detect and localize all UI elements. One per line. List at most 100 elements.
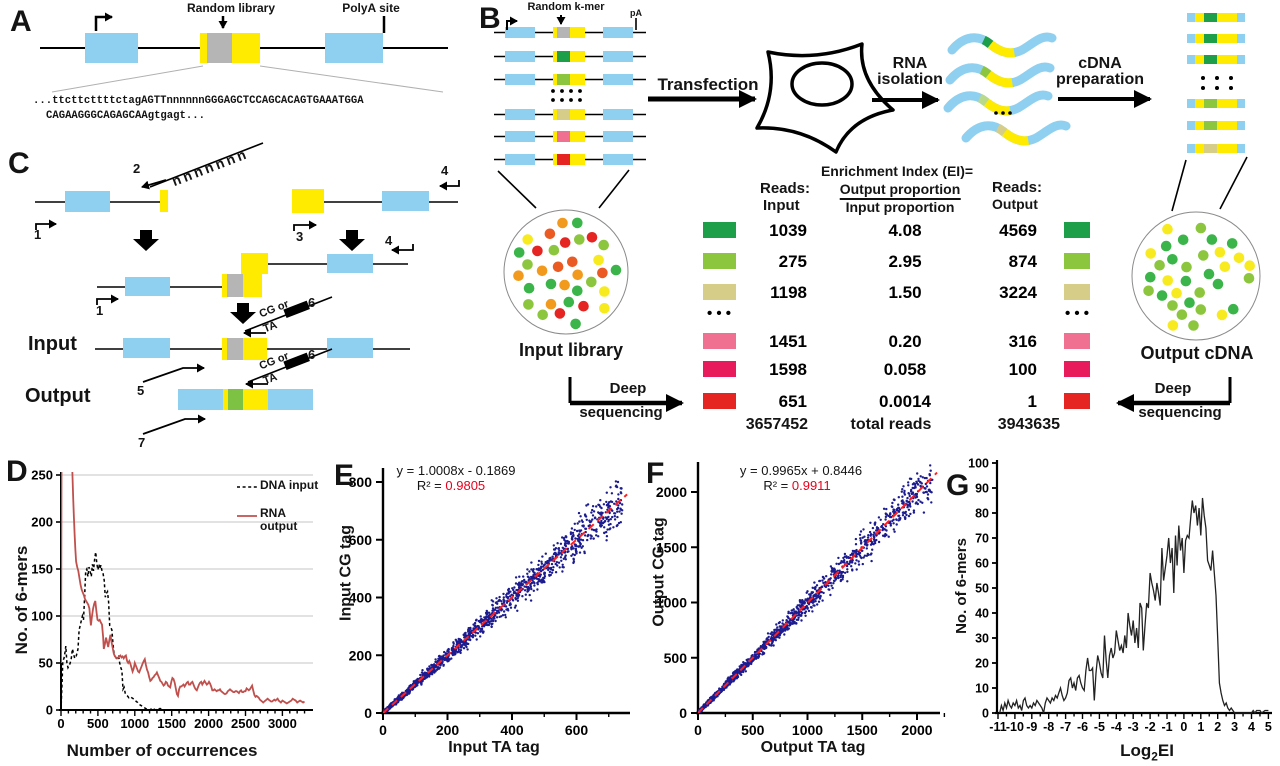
primer-6b-label: 6 (308, 347, 316, 362)
chart-f-r2: R² = 0.9911 (763, 479, 830, 493)
ei-value: 4.08 (888, 221, 921, 240)
input-library-label: Input library (518, 340, 624, 360)
reads-output-value: 874 (1009, 252, 1038, 271)
tick-label: 2000 (901, 722, 932, 738)
ei-header: Enrichment Index (EI)= (820, 163, 974, 179)
kmer-swatch-output-icon (1064, 333, 1090, 349)
ei-fraction-denominator: Input proportion (845, 199, 955, 215)
tick-label: -9 (1026, 720, 1037, 734)
tick-label: 1 (1197, 720, 1204, 734)
reads-output-value: 4569 (999, 221, 1037, 240)
chart-e-r2-prefix: R² = (416, 478, 446, 493)
tick-label: 70 (975, 532, 989, 546)
chart-f-xlabel: Output TA tag (760, 739, 866, 756)
tick-label: 2500 (231, 716, 260, 731)
tick-label: 3 (1231, 720, 1238, 734)
primer-6-label: 6 (308, 295, 316, 310)
kmer-swatch-output-icon (1064, 253, 1090, 269)
ei-fraction-numerator: Output proportion (839, 182, 961, 200)
tick-label: 1000 (120, 716, 149, 731)
tick-label: 500 (741, 722, 765, 738)
ei-value: 0.20 (888, 332, 921, 351)
primer-4b-label: 4 (385, 233, 393, 248)
legend-rna-output-2: output (260, 519, 298, 533)
primer-1b-icon (96, 294, 119, 305)
kmer-swatch-input-icon (703, 333, 736, 349)
tick-label: 0 (1180, 720, 1187, 734)
tick-label: 20 (975, 657, 989, 671)
tick-label: 0 (679, 705, 687, 721)
transfection-label: Transfection (657, 75, 759, 94)
trend-line (383, 493, 628, 713)
sequence-line-1: ...ttcttcttttctagAGTTnnnnnnGGGAGCTCCAGCA… (33, 95, 364, 107)
rna-isolation-label-2: isolation (877, 71, 943, 88)
tick-label: -5 (1094, 720, 1105, 734)
panel-letter-e: E (334, 459, 355, 492)
primer-4-label: 4 (441, 163, 449, 178)
primer-2-label: 2 (133, 161, 141, 176)
legend-rna-output-1: RNA (260, 506, 286, 520)
kmer-swatch-input-icon (703, 393, 736, 409)
primer-7-label: 7 (138, 435, 146, 450)
kmer-swatch-input-icon (703, 253, 736, 269)
chart-f: 0 500 1000 1500 2000 0 500 1000 1500 2000 (656, 462, 946, 738)
chart-f-r2-prefix: R² = (763, 478, 792, 493)
table-ellipsis: • • • (1065, 305, 1089, 322)
kmer-swatch-output-icon (1064, 361, 1090, 377)
deep-seq-right-label-1: Deep (1154, 380, 1192, 397)
panel-letter-a: A (10, 5, 32, 38)
kmer-swatch-output-icon (1064, 393, 1090, 409)
tick-label: 40 (975, 607, 989, 621)
tick-label: -8 (1043, 720, 1054, 734)
tick-label: 150 (31, 562, 53, 577)
tick-label: 1000 (792, 722, 823, 738)
tick-label: 90 (975, 482, 989, 496)
log2ei-series (999, 497, 1269, 715)
chart-e-r2-value: 0.9805 (445, 478, 486, 493)
cg-ta-tag-block-icon (283, 300, 310, 318)
tick-label: -11 (989, 720, 1006, 734)
tick-label: 400 (500, 722, 524, 738)
chart-f-r2-value: 0.9911 (791, 478, 831, 493)
random-kmer-label: Random k-mer (527, 1, 605, 13)
tick-label: 500 (87, 716, 109, 731)
tick-label: 1500 (157, 716, 186, 731)
primer-1-icon (35, 219, 57, 230)
input-row-label: Input (28, 333, 77, 355)
deep-seq-right-label-2: sequencing (1138, 404, 1222, 421)
primer-5-icon (142, 363, 205, 383)
chart-g-xlabel: Log2EI (1120, 741, 1174, 764)
tick-label: 0 (982, 707, 989, 721)
tick-label: 60 (975, 557, 989, 571)
promoter-arrow-icon (94, 12, 113, 31)
panel-letter-b: B (479, 2, 501, 35)
reads-input-value: 275 (779, 252, 807, 271)
kmer-swatch-output-icon (1064, 222, 1090, 238)
panel-letter-c: C (8, 147, 30, 180)
rna-output-series (61, 472, 306, 705)
tick-label: 200 (436, 722, 460, 738)
tick-label: 1500 (656, 539, 687, 555)
nmer-overhang-line-icon (149, 142, 264, 188)
total-reads-output: 3943635 (997, 416, 1060, 433)
primer-4b-icon (391, 244, 414, 255)
tick-label: -4 (1111, 720, 1122, 734)
chart-d-xlabel: Number of occurrences (66, 741, 258, 760)
reads-input-value: 1198 (770, 283, 807, 302)
tick-label: 250 (31, 468, 53, 483)
tick-label: 0 (46, 703, 53, 718)
nucleus-icon (790, 61, 854, 107)
reads-output-value: 1 (1028, 392, 1037, 411)
reads-input-value: 1039 (769, 221, 807, 240)
output-cdna-label: Output cDNA (1140, 343, 1254, 363)
tick-label: 0 (57, 716, 64, 731)
panel-letter-d: D (6, 455, 28, 488)
legend-dna-input: DNA input (260, 478, 319, 492)
primer-7-icon (142, 414, 206, 435)
ei-value: 0.0014 (879, 392, 932, 411)
reads-input-value: 651 (779, 392, 807, 411)
tick-label: 500 (664, 650, 688, 666)
kmer-swatch-input-icon (703, 361, 736, 377)
tick-label: 2000 (194, 716, 223, 731)
